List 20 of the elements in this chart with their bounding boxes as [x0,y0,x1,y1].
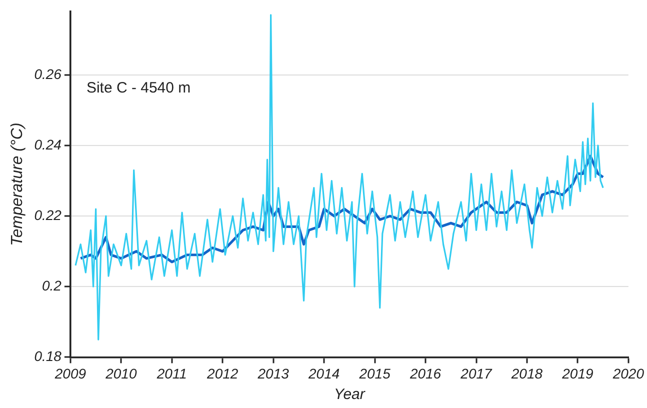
x-tick-label: 2019 [561,365,594,382]
x-tick-label: 2009 [54,365,86,382]
x-tick-label: 2013 [256,365,290,382]
x-axis-title: Year [334,386,366,404]
x-tick-label: 2010 [104,365,137,382]
y-tick-label: 0.22 [34,206,62,223]
y-axis-title: Temperature (°C) [9,122,26,246]
x-tick-label: 2020 [612,365,644,382]
x-tick-label: 2016 [408,365,442,382]
x-tick-label: 2012 [206,365,238,382]
x-tick-label: 2015 [358,365,391,382]
y-tick-label: 0.24 [34,136,62,152]
y-tick-label: 0.18 [34,348,62,364]
x-tick-label: 2011 [156,365,187,382]
y-tick-label: 0.2 [42,278,62,294]
annotation: Site C - 4540 m [86,80,191,97]
y-tick-label: 0.26 [34,66,62,82]
x-tick-label: 2017 [460,365,494,382]
x-tick-label: 2018 [510,365,543,382]
x-tick-label: 2014 [307,365,340,382]
